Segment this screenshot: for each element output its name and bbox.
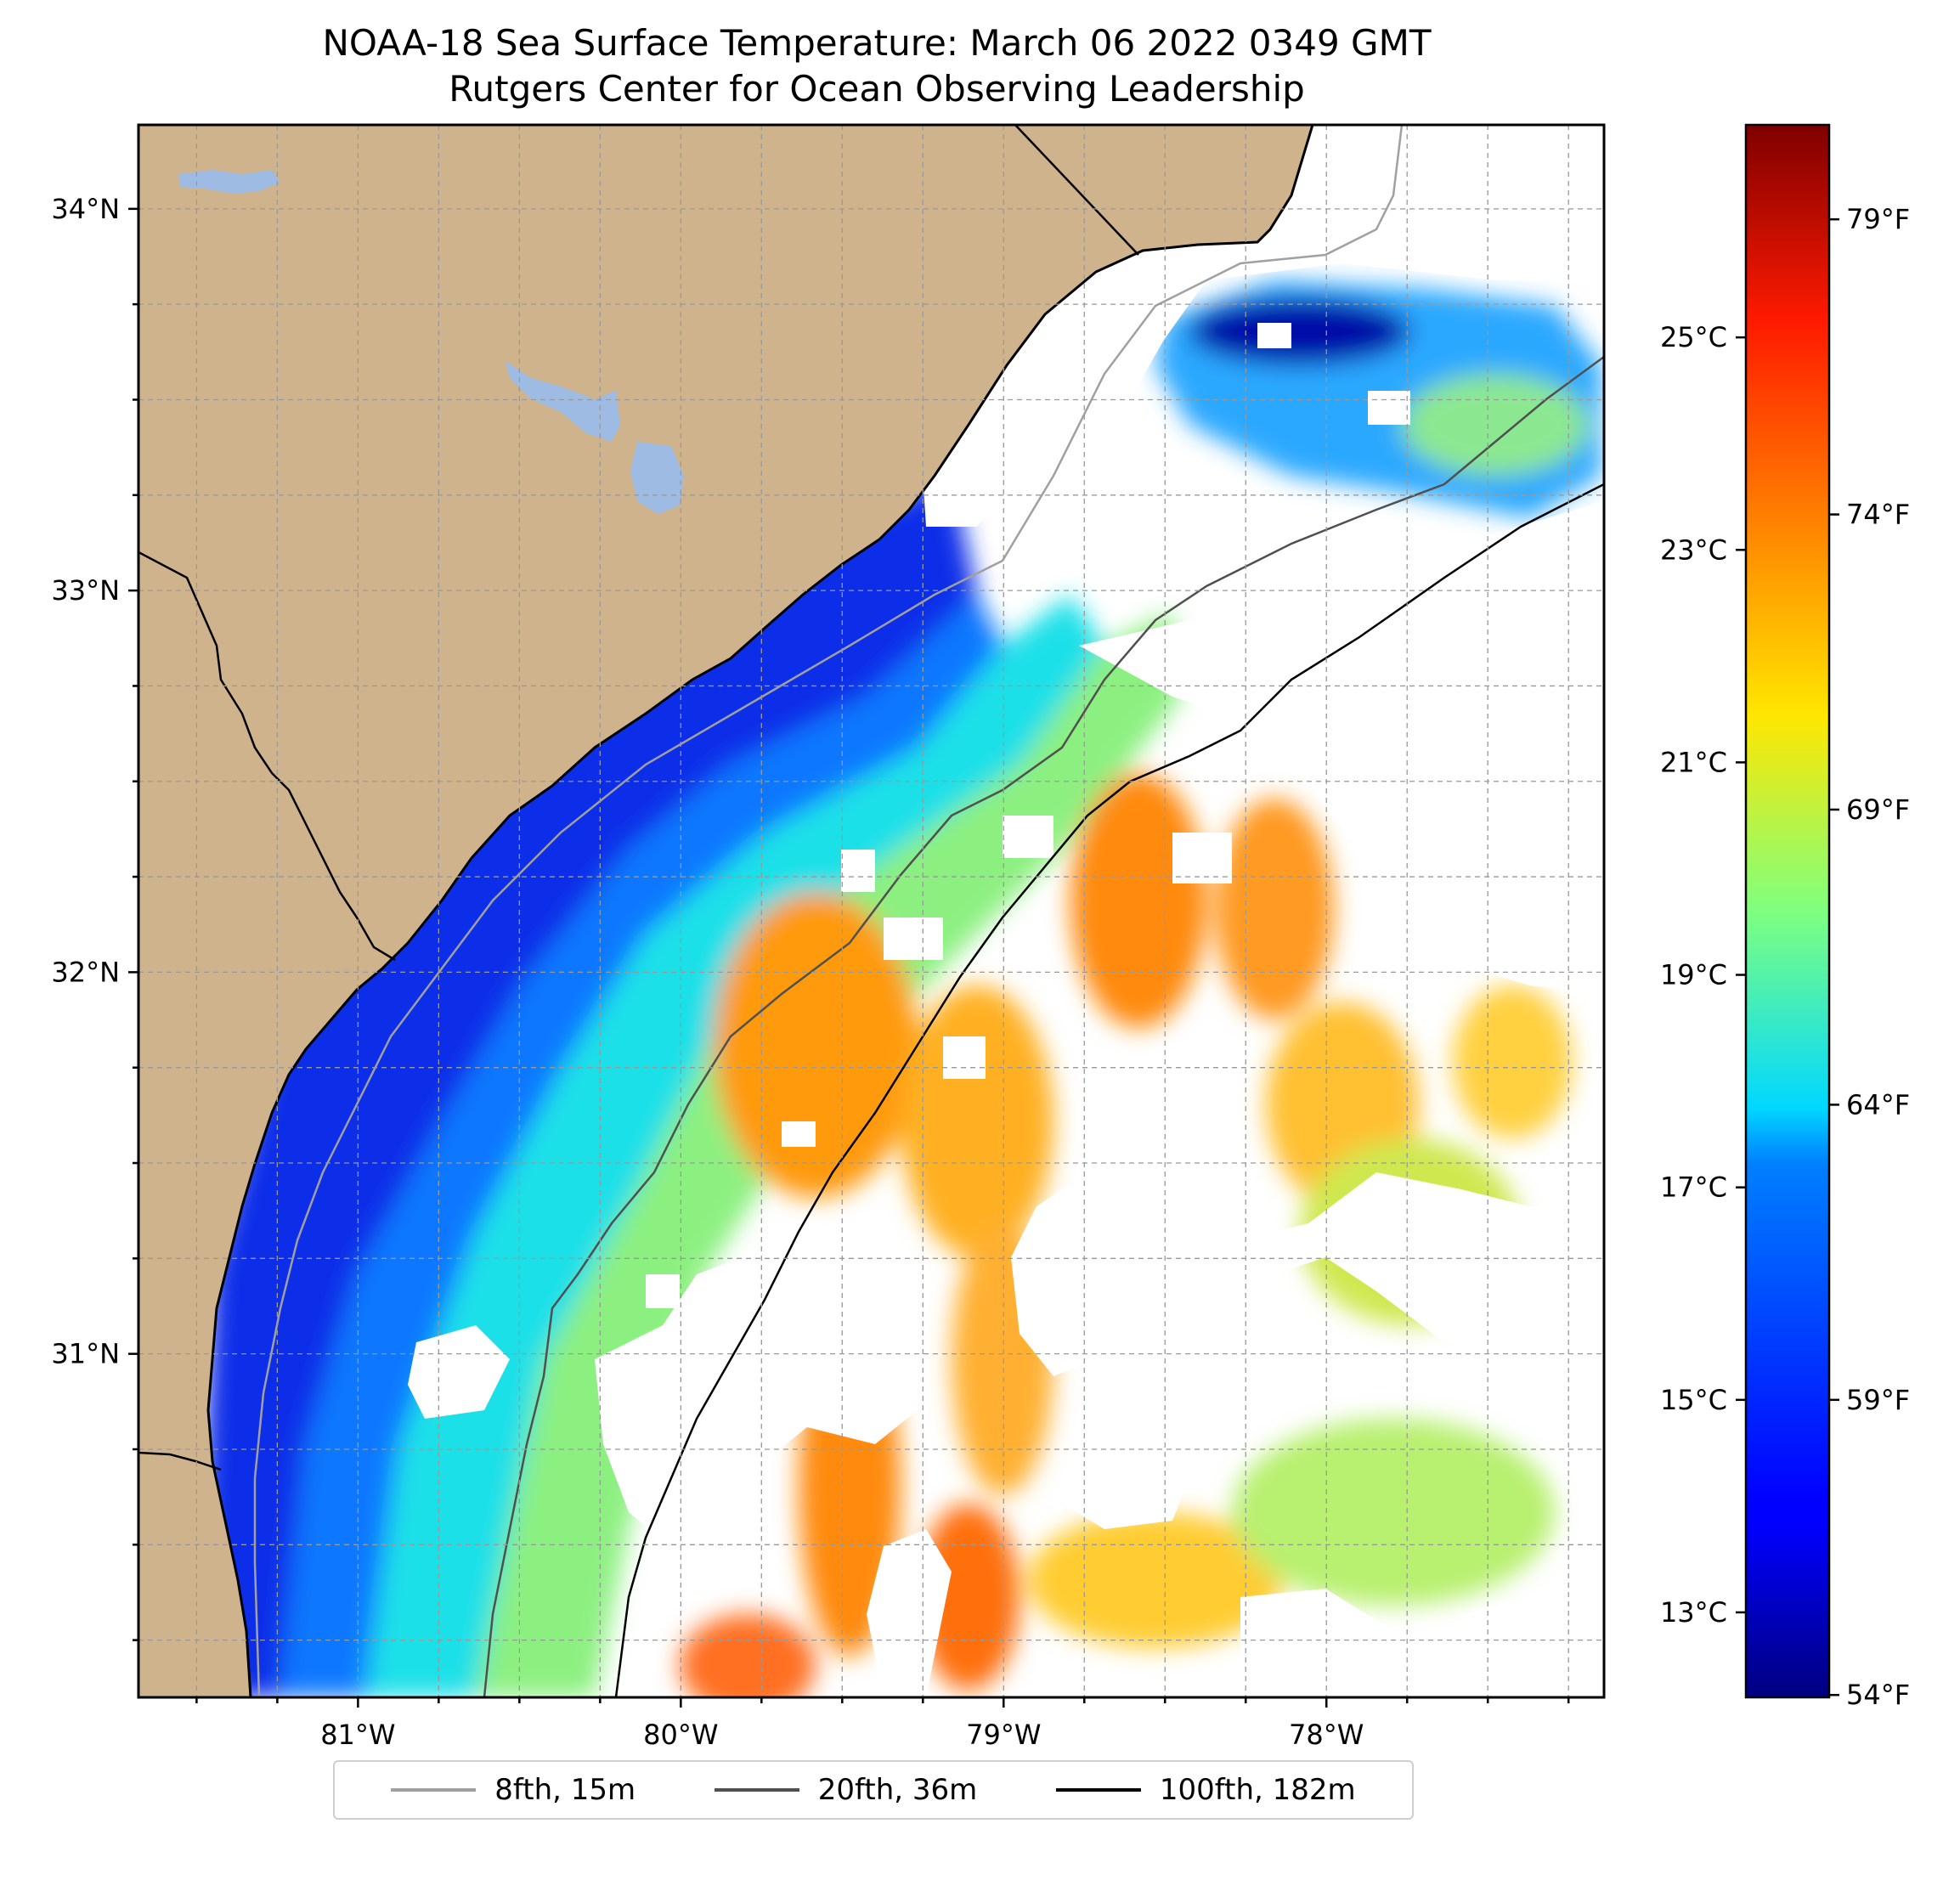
legend-label-20fth: 20fth, 36m — [817, 1773, 978, 1807]
legend-label-8fth: 8fth, 15m — [494, 1773, 636, 1807]
fahrenheit-tick-label: 74°F — [1846, 499, 1910, 531]
state-border — [1014, 125, 1139, 256]
map-plot-area — [138, 125, 1604, 1697]
fahrenheit-tick-label: 79°F — [1846, 203, 1910, 235]
fahrenheit-tick-label: 69°F — [1846, 793, 1910, 826]
inland-water-body — [178, 170, 280, 194]
contour-100fth — [614, 483, 1604, 1697]
fahrenheit-tick-label: 64°F — [1846, 1088, 1910, 1121]
lon-tick-label: 78°W — [1289, 1719, 1364, 1751]
celsius-tick-label: 17°C — [1660, 1171, 1727, 1204]
lon-tick-label: 81°W — [320, 1719, 395, 1751]
lon-tick-label: 80°W — [643, 1719, 718, 1751]
chart-subtitle: Rutgers Center for Ocean Observing Leade… — [449, 68, 1305, 110]
celsius-tick-label: 13°C — [1660, 1596, 1727, 1629]
contour-8fth — [253, 125, 1404, 1697]
legend-swatch-8fth — [391, 1788, 477, 1792]
colorbar — [1744, 123, 1831, 1699]
legend-label-100fth: 100fth, 182m — [1159, 1773, 1356, 1807]
colorbar-ticks: 13°C 15°C 17°C 19°C 21°C 23°C 25°C 54°F 59°F 64°F… — [1660, 203, 1910, 1711]
contour-legend: 8fth, 15m 20fth, 36m 100fth, 182m — [333, 1760, 1414, 1820]
lon-tick-label: 79°W — [966, 1719, 1041, 1751]
legend-item-8fth: 8fth, 15m — [391, 1773, 635, 1807]
sst-field — [195, 280, 1601, 1697]
celsius-tick-label: 15°C — [1660, 1384, 1727, 1416]
celsius-tick-label: 19°C — [1660, 959, 1727, 991]
celsius-tick-label: 25°C — [1660, 321, 1727, 353]
lat-tick-label: 33°N — [51, 574, 120, 607]
state-border — [138, 1451, 222, 1471]
gridlines — [138, 125, 1604, 1697]
lat-tick-label: 34°N — [51, 193, 120, 225]
map-frame — [137, 123, 1606, 1699]
inland-water-body — [506, 361, 620, 442]
legend-item-100fth: 100fth, 182m — [1055, 1773, 1356, 1807]
inland-water-body — [630, 442, 684, 514]
celsius-tick-label: 23°C — [1660, 534, 1727, 566]
contour-20fth — [483, 355, 1604, 1697]
lat-tick-label: 32°N — [51, 956, 120, 988]
axis-ticks: 81°W 80°W 79°W 78°W 31°N 32°N 33°N 34°N — [51, 193, 1570, 1751]
celsius-tick-label: 21°C — [1660, 746, 1727, 778]
legend-swatch-100fth — [1055, 1788, 1141, 1792]
chart-title: NOAA-18 Sea Surface Temperature: March 0… — [322, 22, 1432, 64]
legend-swatch-20fth — [714, 1788, 799, 1792]
fahrenheit-tick-label: 59°F — [1846, 1384, 1910, 1416]
land-mass — [138, 125, 1314, 1697]
legend-item-20fth: 20fth, 36m — [714, 1773, 978, 1807]
fahrenheit-tick-label: 54°F — [1846, 1679, 1910, 1711]
lat-tick-label: 31°N — [51, 1338, 120, 1370]
